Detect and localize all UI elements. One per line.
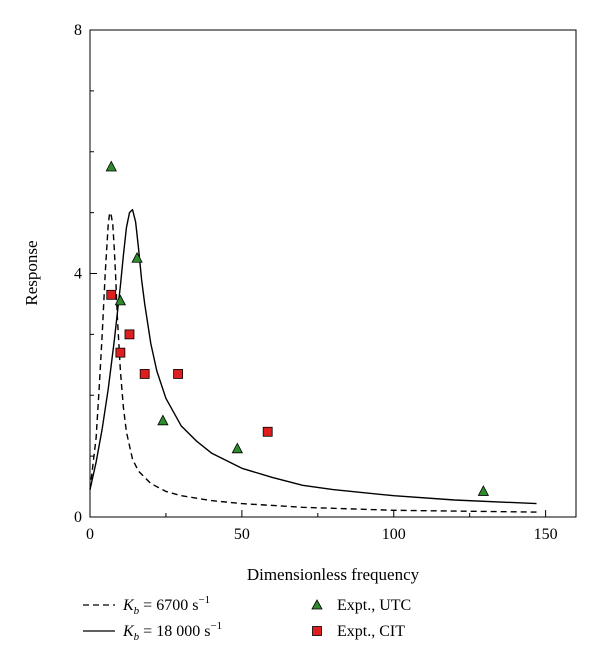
point-utc [114,294,127,306]
experimental-points [105,160,490,496]
x-tick-label: 150 [534,526,558,543]
x-tick-label: 0 [86,526,94,543]
legend-text-solid: Kb = 18 000 s−1 [122,620,222,643]
plot-frame [89,29,577,518]
x-tick-label: 100 [382,526,406,543]
legend-item-cit: Expt., CIT [312,623,405,640]
line-dashed [89,211,537,513]
legend-symbol-solid: K [122,623,135,640]
legend-label-utc: Expt., UTC [337,597,411,614]
point-utc [131,251,143,263]
legend-marker-cit [312,626,322,636]
legend-subscript-dashed: b [134,605,140,617]
y-tick-label: 8 [74,22,82,39]
legend-item-dashed: Kb = 6700 s−1 [83,594,210,617]
x-axis-label: Dimensionless frequency [247,565,420,584]
legend-marker-utc [311,599,323,610]
point-cit [106,289,117,300]
point-utc [157,414,169,426]
line-solid [89,208,537,505]
y-axis-ticks: 0 4 8 [74,22,97,526]
legend: Kb = 6700 s−1 Kb = 18 000 s−1 Expt., UTC… [83,594,411,643]
legend-text-dashed: Kb = 6700 s−1 [122,594,210,617]
point-utc [477,485,490,496]
legend-item-utc: Expt., UTC [311,597,411,614]
point-utc [105,160,117,172]
point-cit [124,329,135,340]
x-axis-ticks: 0 50 100 150 [86,510,558,543]
legend-equals-dashed: = [139,597,156,614]
point-utc [231,442,243,454]
legend-symbol-dashed: K [122,597,135,614]
y-axis-label: Response [22,240,41,305]
legend-subscript-solid: b [134,631,140,643]
legend-label-cit: Expt., CIT [337,623,405,640]
point-cit [115,347,126,358]
legend-value-dashed: 6700 s [156,597,198,614]
y-tick-label: 4 [74,266,82,283]
y-tick-label: 0 [74,509,82,526]
plot-area-border [89,29,577,518]
x-tick-label: 50 [234,526,250,543]
legend-value-solid: 18 000 s [156,623,210,640]
legend-item-solid: Kb = 18 000 s−1 [83,620,222,643]
point-cit [139,369,150,379]
legend-superscript-dashed: −1 [198,594,210,606]
model-lines [89,208,537,513]
legend-superscript-solid: −1 [210,620,222,632]
legend-equals-solid: = [139,623,156,640]
point-cit [262,426,273,437]
point-cit [173,369,183,379]
